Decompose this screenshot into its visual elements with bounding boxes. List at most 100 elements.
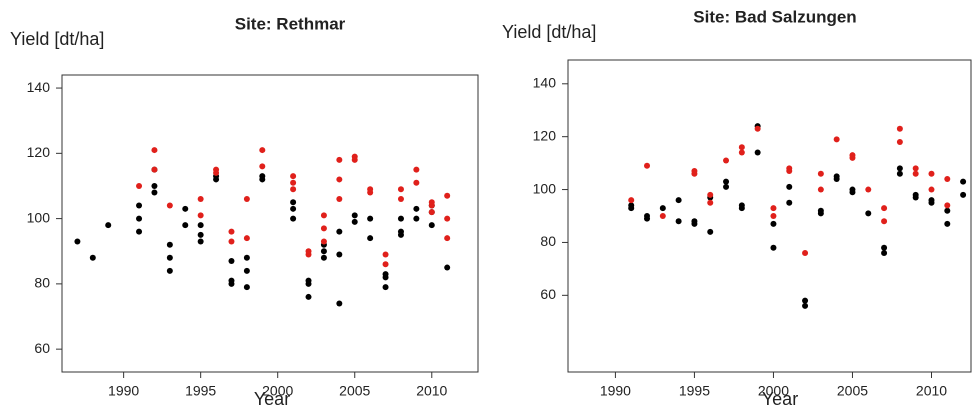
data-point	[228, 238, 235, 245]
data-point	[770, 244, 777, 251]
data-point	[305, 248, 312, 255]
data-point	[944, 220, 951, 227]
data-point	[413, 166, 420, 173]
data-point	[136, 228, 143, 235]
data-point	[912, 165, 919, 172]
data-point	[182, 222, 189, 229]
data-point	[644, 213, 651, 219]
data-point	[786, 183, 793, 190]
data-point	[397, 186, 404, 193]
data-point	[182, 205, 189, 212]
data-point	[259, 163, 266, 170]
data-point	[290, 205, 297, 212]
data-point	[336, 228, 343, 235]
data-point	[849, 152, 856, 159]
data-point	[770, 205, 777, 212]
data-point	[382, 284, 389, 291]
data-point	[628, 202, 635, 209]
data-point	[351, 218, 358, 225]
data-point	[367, 215, 374, 222]
y-tick-label: 100	[533, 180, 557, 196]
data-point	[259, 147, 266, 154]
data-point	[290, 215, 297, 222]
data-point	[754, 125, 761, 132]
data-point	[197, 231, 204, 238]
data-point	[89, 254, 96, 261]
data-point	[197, 212, 204, 219]
data-point	[228, 277, 235, 284]
data-point	[320, 225, 327, 232]
data-point	[802, 250, 809, 257]
data-point	[802, 297, 809, 304]
data-point	[228, 258, 235, 265]
data-point	[896, 170, 903, 177]
x-tick-label: 2005	[339, 383, 370, 399]
data-point	[896, 125, 903, 132]
data-point	[444, 264, 451, 271]
y-tick-label: 140	[533, 74, 557, 90]
data-point	[817, 207, 824, 214]
x-tick-label: 1990	[600, 383, 631, 399]
y-tick-label: 120	[533, 127, 557, 143]
data-point	[428, 209, 435, 216]
data-point	[243, 254, 250, 261]
y-axis-label: Yield [dt/ha]	[10, 29, 104, 49]
data-point	[413, 179, 420, 186]
data-point	[243, 267, 250, 274]
x-tick-label: 1990	[108, 383, 139, 399]
data-point	[105, 222, 112, 229]
data-point	[691, 168, 698, 175]
data-point	[336, 300, 343, 307]
data-point	[397, 196, 404, 203]
data-point	[881, 250, 888, 257]
data-point	[259, 173, 266, 180]
data-point	[644, 162, 651, 169]
data-point	[833, 136, 840, 143]
data-point	[786, 165, 793, 172]
data-point	[320, 248, 327, 255]
data-point	[723, 183, 730, 190]
data-point	[213, 166, 220, 173]
data-point	[351, 212, 358, 219]
data-point	[243, 196, 250, 203]
data-point	[738, 149, 745, 156]
data-point	[336, 251, 343, 258]
data-point	[197, 196, 204, 203]
data-point	[770, 213, 777, 219]
data-point	[397, 215, 404, 222]
data-point	[928, 186, 935, 193]
data-point	[881, 244, 888, 251]
data-point	[707, 228, 714, 235]
data-point	[881, 218, 888, 225]
data-point	[944, 175, 951, 182]
y-tick-label: 120	[27, 144, 51, 160]
data-point	[833, 173, 840, 180]
data-point	[290, 179, 297, 186]
data-point	[723, 178, 730, 185]
data-point	[243, 235, 250, 242]
data-point	[320, 212, 327, 219]
data-point	[428, 222, 435, 229]
plot-frame	[567, 59, 972, 373]
data-point	[960, 178, 967, 185]
data-point	[151, 189, 158, 196]
data-point	[928, 170, 935, 177]
data-point	[659, 213, 666, 219]
x-tick-label: 2010	[916, 383, 947, 399]
x-tick-label: 1995	[679, 383, 710, 399]
data-point	[136, 215, 143, 222]
data-point	[136, 182, 143, 189]
x-tick-label: 1995	[185, 383, 216, 399]
data-point	[723, 157, 730, 164]
data-point	[351, 153, 358, 160]
data-point	[166, 202, 173, 209]
data-point	[707, 191, 714, 198]
data-point	[197, 238, 204, 245]
data-point	[151, 147, 158, 154]
data-point	[865, 186, 872, 193]
data-point	[136, 202, 143, 209]
data-point	[444, 192, 451, 199]
data-point	[912, 170, 919, 177]
data-point	[944, 202, 951, 209]
